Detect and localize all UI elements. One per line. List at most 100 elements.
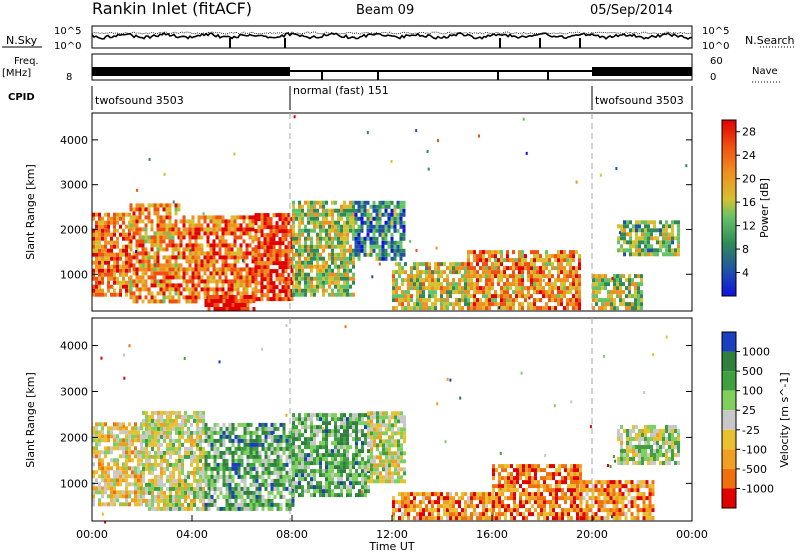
range-cell	[369, 236, 373, 241]
range-cell	[615, 167, 618, 170]
range-cell	[394, 479, 397, 484]
range-cell	[638, 236, 641, 241]
range-cell	[373, 431, 376, 436]
range-cell	[631, 278, 634, 283]
range-cell	[372, 236, 376, 241]
range-cell	[129, 239, 133, 244]
range-cell	[160, 482, 163, 487]
range-cell	[145, 498, 148, 503]
range-cell	[363, 252, 367, 257]
range-cell	[187, 486, 190, 491]
range-cell	[213, 462, 217, 467]
range-cell	[128, 490, 131, 495]
range-cell	[267, 474, 271, 479]
range-cell	[272, 237, 276, 242]
range-cell	[156, 231, 160, 236]
range-cell	[416, 290, 419, 295]
range-cell	[396, 216, 400, 221]
range-cell	[236, 291, 240, 296]
range-cell	[665, 244, 668, 249]
range-cell	[163, 494, 166, 499]
range-cell	[494, 266, 497, 271]
range-cell	[147, 235, 151, 240]
range-cell	[491, 266, 494, 271]
range-cell	[428, 290, 431, 295]
range-cell	[607, 282, 610, 287]
range-cell	[473, 258, 476, 263]
range-cell	[140, 426, 143, 431]
range-cell	[440, 286, 443, 291]
range-cell	[400, 427, 403, 432]
range-cell	[92, 474, 95, 479]
range-cell	[604, 282, 607, 287]
range-cell	[613, 286, 616, 291]
range-cell	[390, 236, 394, 241]
range-cell	[425, 508, 428, 513]
range-cell	[284, 261, 288, 266]
range-cell	[379, 451, 382, 456]
range-cell	[172, 466, 175, 471]
range-cell	[215, 235, 219, 240]
range-cell	[461, 262, 464, 267]
range-cell	[172, 498, 175, 503]
range-cell	[263, 217, 267, 222]
range-cell	[458, 512, 461, 517]
range-cell	[560, 266, 563, 271]
range-cell	[637, 294, 640, 299]
range-cell	[507, 476, 510, 481]
range-cell	[449, 492, 452, 497]
range-cell	[175, 478, 178, 483]
range-cell	[292, 236, 295, 241]
range-cell	[181, 478, 184, 483]
range-cell	[110, 446, 113, 451]
range-cell	[542, 290, 545, 295]
range-cell	[310, 461, 313, 466]
range-cell	[222, 470, 226, 475]
freq-trace	[92, 67, 692, 80]
range-cell	[276, 454, 280, 459]
range-cell	[325, 260, 328, 265]
range-cell	[507, 472, 510, 477]
range-cell	[254, 289, 258, 294]
range-cell	[144, 231, 148, 236]
range-cell	[246, 454, 250, 459]
range-cell	[497, 262, 500, 267]
range-cell	[539, 254, 542, 259]
range-cell	[190, 506, 193, 511]
range-cell	[443, 496, 446, 501]
range-cell	[153, 259, 157, 264]
range-cell	[270, 490, 274, 495]
range-cell	[242, 283, 246, 288]
range-cell	[154, 418, 157, 423]
range-cell	[245, 255, 249, 260]
range-cell	[384, 228, 388, 233]
range-cell	[171, 235, 175, 240]
range-cell	[135, 223, 139, 228]
range-cell	[473, 282, 476, 287]
range-cell	[292, 421, 295, 426]
range-cell	[512, 258, 515, 263]
range-cell	[261, 466, 265, 471]
range-cell	[419, 298, 422, 303]
range-cell	[328, 256, 331, 261]
range-cell	[298, 212, 301, 217]
range-cell	[243, 482, 247, 487]
range-cell	[316, 489, 319, 494]
range-cell	[292, 425, 295, 430]
range-cell	[375, 228, 379, 233]
range-cell	[366, 216, 370, 221]
range-cell	[373, 467, 376, 472]
range-cell	[685, 164, 688, 168]
range-cell	[440, 290, 443, 295]
range-cell	[288, 474, 292, 479]
range-cell	[200, 287, 204, 292]
range-cell	[530, 258, 533, 263]
range-cell	[349, 461, 352, 466]
range-cell	[566, 270, 569, 275]
range-cell	[156, 259, 160, 264]
range-cell	[467, 262, 470, 267]
range-cell	[140, 422, 143, 427]
range-cell	[379, 419, 382, 424]
range-cell	[346, 276, 349, 281]
range-cell	[398, 516, 401, 521]
